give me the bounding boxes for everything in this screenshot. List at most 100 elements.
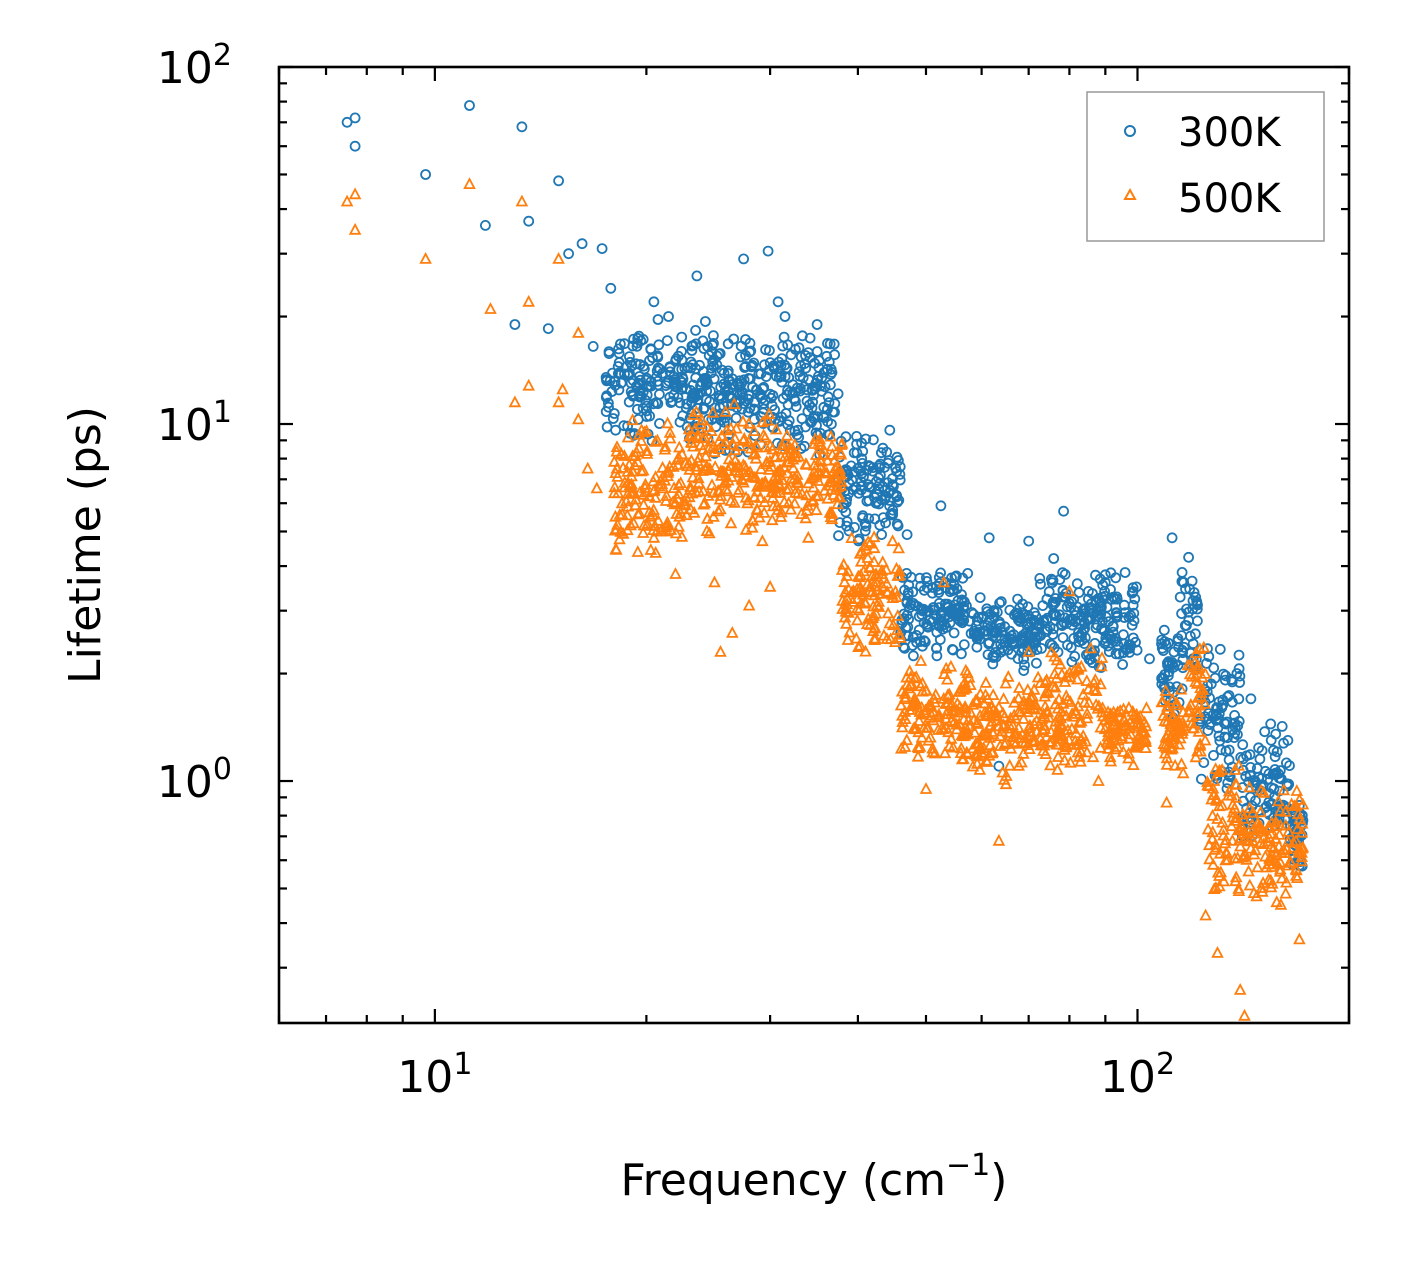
point-300k: [670, 355, 681, 367]
point-500k: [1128, 740, 1142, 753]
point-500k: [976, 726, 990, 739]
point-500k: [868, 631, 881, 644]
point-300k: [785, 349, 797, 361]
point-500k: [700, 459, 714, 472]
point-300k: [891, 451, 903, 463]
point-500k: [632, 441, 646, 454]
point-500k: [903, 702, 916, 715]
point-300k: [341, 116, 353, 128]
point-300k: [863, 513, 875, 525]
point-500k: [728, 431, 742, 444]
point-500k: [627, 485, 640, 498]
point-500k: [1255, 881, 1269, 893]
point-500k: [706, 405, 720, 418]
point-300k: [1111, 591, 1123, 603]
point-300k: [632, 403, 643, 415]
point-300k: [1110, 607, 1122, 618]
point-300k: [933, 578, 945, 589]
point-500k: [783, 442, 796, 455]
point-500k: [684, 480, 697, 492]
point-500k: [891, 623, 904, 635]
point-500k: [780, 482, 794, 495]
point-500k: [1079, 734, 1093, 747]
point-500k: [1003, 758, 1016, 771]
point-500k: [782, 481, 796, 494]
point-500k: [621, 499, 635, 512]
point-300k: [641, 400, 653, 412]
point-500k: [1203, 852, 1216, 865]
point-500k: [800, 457, 813, 470]
point-500k: [895, 741, 908, 754]
point-500k: [1021, 683, 1035, 695]
point-500k: [748, 446, 762, 459]
point-300k: [962, 568, 974, 579]
point-500k: [851, 613, 864, 626]
point-500k: [1157, 737, 1171, 749]
point-300k: [609, 379, 621, 391]
point-500k: [737, 433, 750, 446]
point-500k: [572, 412, 585, 425]
point-500k: [348, 222, 362, 235]
point-500k: [1184, 698, 1198, 711]
point-500k: [1092, 774, 1105, 786]
point-300k: [1158, 624, 1170, 636]
point-500k: [1194, 744, 1207, 757]
point-500k: [742, 598, 756, 611]
point-500k: [951, 696, 964, 709]
point-500k: [1192, 660, 1206, 673]
point-500k: [1189, 750, 1203, 763]
point-300k: [1281, 757, 1292, 769]
point-500k: [756, 415, 769, 428]
point-300k: [587, 340, 599, 352]
point-300k: [877, 512, 889, 523]
point-300k: [745, 345, 757, 357]
point-500k: [1272, 839, 1286, 852]
point-500k: [1084, 641, 1098, 654]
point-300k: [903, 579, 915, 591]
point-500k: [639, 477, 652, 490]
point-300k: [777, 393, 789, 404]
point-300k: [1220, 670, 1232, 682]
point-500k: [1135, 721, 1149, 733]
point-500k: [842, 582, 855, 595]
point-300k: [1107, 591, 1119, 603]
point-500k: [696, 442, 710, 455]
point-300k: [787, 387, 799, 399]
point-500k: [1291, 822, 1304, 834]
point-500k: [773, 463, 786, 476]
point-300k: [601, 421, 613, 433]
point-300k: [1166, 532, 1178, 544]
point-300k: [1048, 553, 1060, 564]
point-300k: [619, 368, 630, 380]
point-500k: [900, 733, 914, 746]
point-300k: [1110, 636, 1122, 647]
point-500k: [979, 709, 992, 721]
point-500k: [979, 753, 993, 766]
point-300k: [603, 346, 615, 358]
point-300k: [1233, 649, 1245, 661]
point-300k: [901, 529, 913, 540]
point-300k: [822, 403, 833, 415]
point-300k: [863, 495, 875, 507]
point-500k: [886, 591, 900, 603]
point-300k: [910, 600, 921, 611]
y-tick-labels: 100 101 102: [157, 38, 232, 808]
point-300k: [1071, 578, 1083, 590]
point-500k: [938, 746, 952, 759]
point-300k: [1121, 643, 1133, 655]
point-300k: [824, 428, 836, 440]
point-500k: [672, 519, 685, 532]
point-500k: [1198, 733, 1212, 746]
point-500k: [863, 579, 877, 592]
point-500k: [728, 495, 741, 508]
point-500k: [552, 251, 565, 264]
point-500k: [590, 481, 604, 494]
point-500k: [970, 695, 983, 708]
point-500k: [1269, 831, 1283, 844]
point-500k: [688, 422, 702, 435]
point-300k: [691, 270, 703, 282]
point-500k: [879, 562, 893, 575]
point-500k: [830, 465, 844, 478]
point-300k: [1093, 593, 1104, 604]
